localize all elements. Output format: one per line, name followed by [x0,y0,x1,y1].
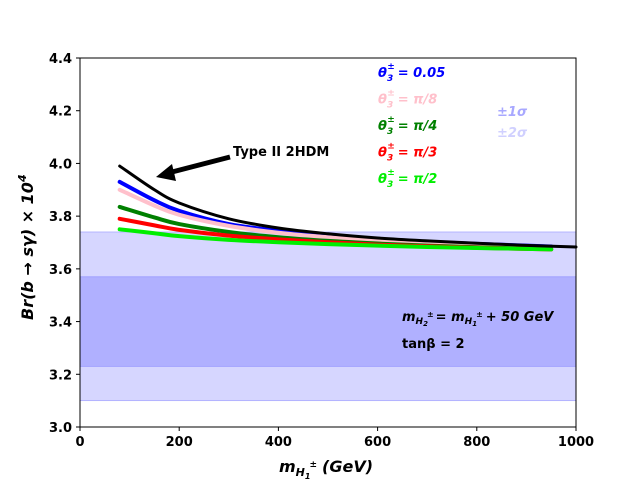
x-tick-label: 400 [265,435,292,450]
x-tick-label: 0 [75,435,84,450]
legend-entry-3: θ3± = π/4 [378,115,437,137]
x-tick-label: 600 [364,435,391,450]
sigma-bands [79,231,577,402]
y-tick-label: 3.0 [49,421,72,436]
band-1sigma [79,276,577,367]
legend-entry-2: θ3± = π/8 [378,89,437,111]
x-tick-label: 1000 [558,435,594,450]
annotation-type2-label: Type II 2HDM [233,145,329,160]
axis-ticks: 0 200 400 600 800 1000 3.0 3.2 3.4 3.6 3.8 4.0 4.2 4.… [49,52,594,450]
legend-entry-4: θ3± = π/3 [378,142,437,164]
annotation-mass-relation: mH2± = mH1± + 50 GeV [402,310,554,328]
y-tick-label: 4.4 [49,52,72,67]
series-lines [117,164,578,252]
series-line-5 [117,227,554,252]
sigma-1-label: ±1σ [497,105,528,120]
annotation-arrow-head [156,164,176,181]
x-axis-label: mH1± (GeV) [279,457,373,480]
sigma-2-label: ±2σ [497,126,528,141]
series-line-6 [118,164,578,249]
plot-frame [79,57,577,428]
y-tick-label: 3.8 [49,210,72,225]
legend-entry-1: θ3± = 0.05 [378,62,445,84]
y-tick-label: 4.0 [49,157,72,172]
y-axis-label: Br(b → sγ) × 104 [16,174,37,320]
y-tick-label: 3.6 [49,263,72,278]
annotation-tanbeta: tanβ = 2 [402,337,465,352]
legend-entry-5: θ3± = π/2 [378,168,437,190]
y-tick-label: 3.4 [49,316,72,331]
x-tick-label: 800 [463,435,490,450]
annotation-arrow-shaft [171,154,231,175]
x-tick-label: 200 [166,435,193,450]
y-tick-label: 3.2 [49,368,72,383]
y-tick-label: 4.2 [49,105,72,120]
legend: θ3± = 0.05 θ3± = π/8 θ3± = π/4 θ3± = π/3 θ3± = π/… [378,62,445,190]
